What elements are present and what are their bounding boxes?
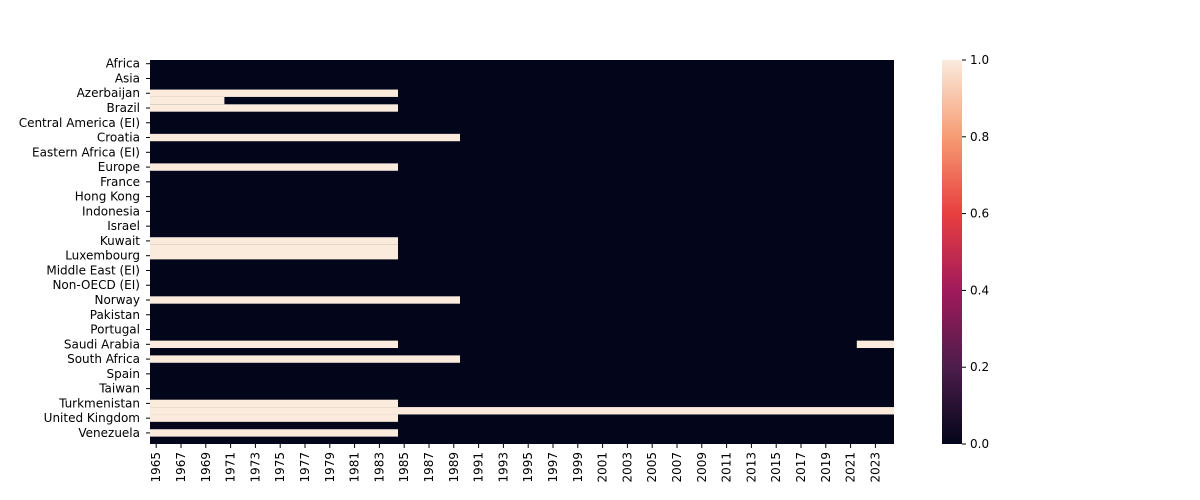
x-tick-label: 1991 [472, 452, 486, 483]
y-tick-label: Indonesia [82, 204, 140, 218]
y-tick-label: Israel [107, 219, 140, 233]
y-tick-label: Eastern Africa (EI) [32, 145, 140, 159]
x-tick-label: 2005 [645, 452, 659, 483]
x-tick-label: 2001 [596, 452, 610, 483]
x-tick-label: 1965 [149, 452, 163, 483]
heatmap-cell-highlight [150, 340, 398, 348]
y-tick-label: Asia [115, 71, 140, 85]
x-tick-label: 2017 [794, 452, 808, 483]
heatmap-cell-highlight [150, 89, 398, 97]
y-tick-label: Luxembourg [65, 249, 140, 263]
heatmap-cells [150, 60, 894, 444]
x-tick-label: 1977 [298, 452, 312, 483]
heatmap-cell-highlight [150, 237, 398, 245]
x-tick-label: 1967 [174, 452, 188, 483]
heatmap-cell-highlight [150, 252, 398, 260]
x-tick-label: 2003 [620, 452, 634, 483]
heatmap-cell-highlight [150, 407, 894, 415]
heatmap-cell-highlight [150, 104, 398, 112]
x-tick-label: 1995 [521, 452, 535, 483]
x-tick-label: 2015 [769, 452, 783, 483]
x-tick-label: 1975 [273, 452, 287, 483]
heatmap-cell-highlight [150, 429, 398, 437]
y-tick-label: Spain [106, 367, 140, 381]
y-tick-label: Brazil [107, 101, 141, 115]
x-tick-label: 2013 [744, 452, 758, 483]
x-tick-label: 2023 [868, 452, 882, 483]
colorbar-tick-label: 1.0 [970, 53, 989, 67]
x-tick-label: 2009 [695, 452, 709, 483]
heatmap-cell-highlight [150, 96, 225, 105]
x-tick-label: 1979 [323, 452, 337, 483]
y-tick-label: Azerbaijan [77, 86, 140, 100]
heatmap-cell-highlight [150, 414, 398, 422]
y-tick-label: Venezuela [78, 426, 140, 440]
y-tick-label: Norway [94, 293, 140, 307]
y-tick-label: Non-OECD (EI) [52, 278, 140, 292]
y-tick-label: Hong Kong [75, 190, 140, 204]
heatmap-cell-highlight [150, 163, 398, 171]
x-tick-label: 1969 [199, 452, 213, 483]
y-tick-label: South Africa [67, 352, 140, 366]
y-tick-label: Turkmenistan [58, 396, 140, 410]
x-tick-label: 1981 [348, 452, 362, 483]
x-tick-label: 2019 [819, 452, 833, 483]
x-tick-label: 1985 [397, 452, 411, 483]
x-tick-label: 1997 [546, 452, 560, 483]
y-tick-label: Africa [106, 57, 140, 71]
heatmap-cell-highlight [150, 355, 460, 363]
y-tick-label: Portugal [90, 323, 140, 337]
x-tick-label: 1973 [248, 452, 262, 483]
colorbar: 0.0 0.2 0.4 0.6 0.8 1.0 [942, 53, 989, 451]
heatmap-cell-highlight [150, 296, 460, 304]
x-tick-label: 1971 [224, 452, 238, 483]
y-tick-label: Saudi Arabia [64, 337, 140, 351]
y-tick-label: France [100, 175, 140, 189]
colorbar-tick-label: 0.4 [970, 283, 989, 297]
y-tick-label: Croatia [97, 131, 140, 145]
y-tick-label: Taiwan [98, 382, 140, 396]
x-axis-ticks: 1965 1967 1969 1971 1973 1975 1977 1979 1981 1983… [149, 444, 882, 483]
y-tick-label: United Kingdom [44, 411, 140, 425]
x-tick-label: 1999 [571, 452, 585, 483]
x-tick-label: 2011 [720, 452, 734, 483]
x-tick-label: 2021 [844, 452, 858, 483]
heatmap-cell-highlight [150, 399, 398, 408]
colorbar-tick-label: 0.8 [970, 130, 989, 144]
x-tick-label: 1989 [447, 452, 461, 483]
y-tick-label: Kuwait [100, 234, 140, 248]
x-tick-label: 1983 [372, 452, 386, 483]
x-tick-label: 1993 [496, 452, 510, 483]
heatmap-cell-highlight [856, 340, 894, 348]
heatmap-cell-highlight [150, 244, 398, 252]
colorbar-tick-label: 0.0 [970, 437, 989, 451]
colorbar-gradient [942, 60, 962, 444]
colorbar-tick-label: 0.2 [970, 360, 989, 374]
y-tick-label: Pakistan [90, 308, 140, 322]
heatmap-cell-highlight [150, 133, 460, 142]
x-tick-label: 2007 [670, 452, 684, 483]
y-tick-label: Central America (EI) [19, 116, 140, 130]
y-tick-label: Middle East (EI) [46, 263, 140, 277]
y-tick-label: Europe [98, 160, 140, 174]
colorbar-tick-label: 0.6 [970, 207, 989, 221]
x-tick-label: 1987 [422, 452, 436, 483]
